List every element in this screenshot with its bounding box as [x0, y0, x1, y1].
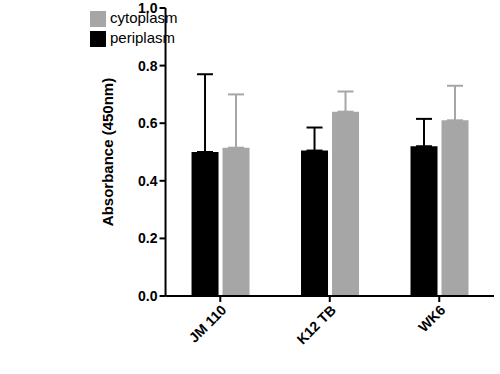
svg-text:K12 TB: K12 TB — [293, 302, 338, 347]
svg-text:0.6: 0.6 — [138, 115, 158, 131]
svg-text:1.0: 1.0 — [138, 0, 158, 16]
svg-text:JM 110: JM 110 — [186, 302, 230, 346]
svg-text:0.2: 0.2 — [138, 230, 158, 246]
svg-text:0.0: 0.0 — [138, 288, 158, 304]
svg-text:0.8: 0.8 — [138, 58, 158, 74]
svg-text:0.4: 0.4 — [138, 173, 158, 189]
svg-text:Absorbance (450nm): Absorbance (450nm) — [99, 78, 116, 226]
svg-text:WK6: WK6 — [415, 302, 448, 335]
